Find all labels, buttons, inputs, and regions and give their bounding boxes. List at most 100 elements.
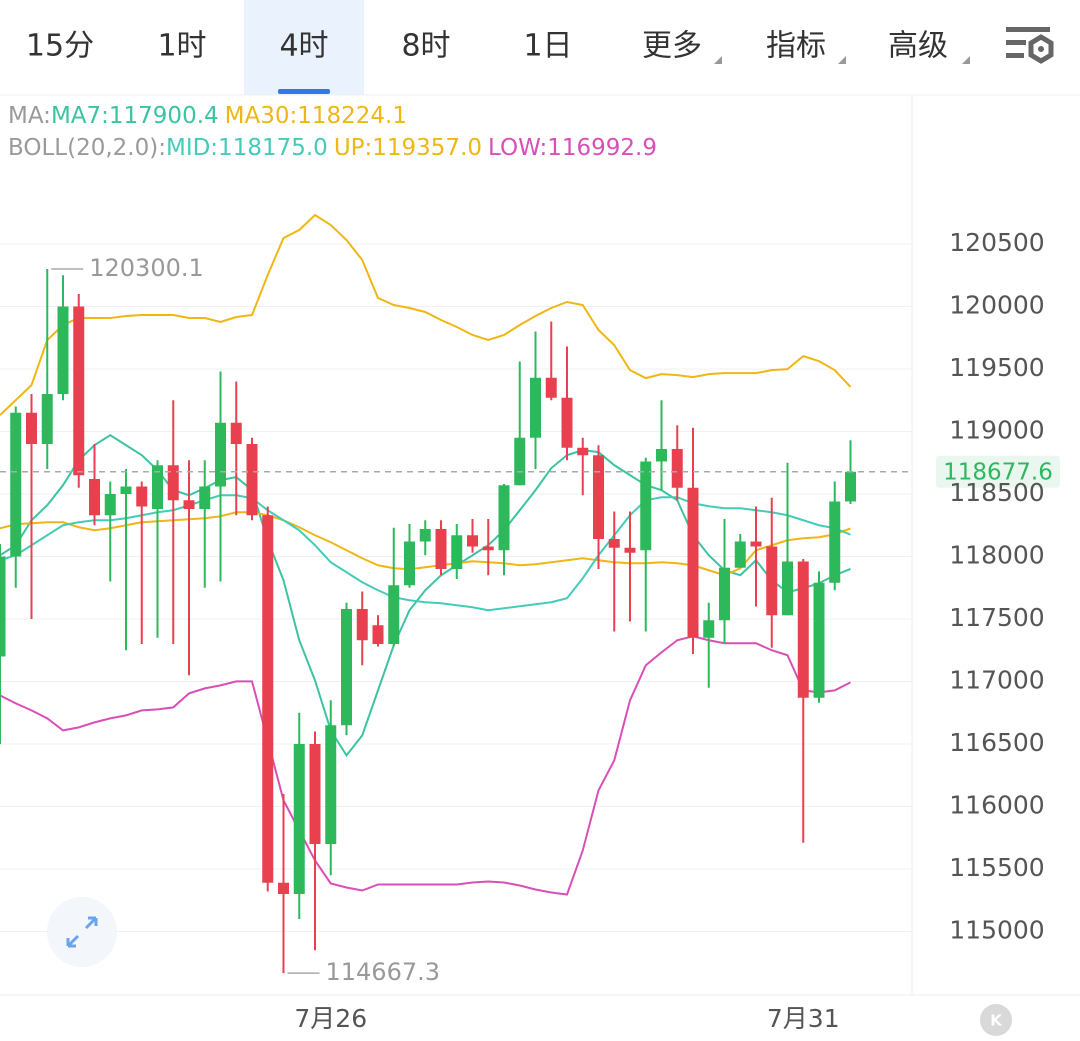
tab-label[interactable]: 高级: [888, 29, 948, 64]
extreme-label: 114667.3: [326, 958, 441, 986]
candle-body: [57, 306, 69, 394]
tab-label[interactable]: 1日: [523, 29, 572, 64]
candle-body: [608, 539, 620, 548]
candle-body: [41, 394, 53, 444]
legend-row: BOLL(20,2.0):MID:118175.0 UP:119357.0 LOW:…: [8, 135, 657, 161]
candle-body: [215, 422, 226, 487]
candle-body: [372, 625, 384, 644]
candle-body: [561, 397, 573, 448]
candle-body: [262, 515, 274, 883]
legend-item: UP:119357.0: [334, 135, 482, 161]
icon-bar: [1006, 27, 1050, 32]
grid: [0, 243, 912, 932]
candle-body: [782, 561, 793, 616]
candle-body: [687, 487, 699, 638]
candle-body: [624, 547, 636, 553]
legend-title: BOLL(20,2.0):: [8, 135, 166, 161]
candle-body: [467, 535, 478, 547]
x-tick-label: 7月26: [294, 1004, 367, 1033]
indicator-legend: MA:MA7:117900.4 MA30:118224.1 BOLL(20,2.0)…: [8, 103, 657, 161]
last-price-box: [936, 455, 1060, 488]
candle-body: [0, 556, 6, 657]
candle-body: [167, 465, 179, 501]
y-tick-label: 119500: [949, 353, 1044, 382]
candle-body: [498, 485, 510, 551]
last-price-label: 118677.6: [943, 459, 1053, 485]
candle-body: [230, 422, 242, 444]
candle-body: [404, 541, 415, 586]
axis-labels: 115000 115500 116000 116500 117000 117500 1180…: [294, 228, 1044, 1033]
candle-body: [419, 529, 431, 542]
y-tick-label: 117000: [949, 666, 1044, 695]
candle-body: [26, 412, 37, 444]
candle-body: [152, 465, 163, 509]
expand-arrows: [66, 916, 98, 948]
tab-label[interactable]: 1时: [157, 29, 206, 64]
badge-text: K: [990, 1012, 1003, 1030]
legend-item: MA30:118224.1: [225, 103, 407, 129]
settings-icon[interactable]: [1006, 27, 1054, 64]
y-tick-label: 118500: [949, 478, 1044, 507]
tab-label[interactable]: 指标: [766, 29, 826, 64]
candle-body: [514, 437, 526, 486]
candle-body: [766, 546, 778, 616]
candle-body: [829, 501, 841, 583]
expand-bg: [47, 897, 117, 967]
candle-body: [325, 725, 337, 844]
candle-body: [797, 561, 809, 698]
tab-label[interactable]: 更多: [642, 29, 702, 64]
candle-body: [73, 306, 85, 476]
candle-body: [671, 449, 683, 488]
expand-button[interactable]: [47, 897, 117, 967]
candle-body: [120, 486, 132, 494]
candle-body: [640, 461, 652, 551]
candle-body: [10, 412, 22, 557]
tab-label[interactable]: 8时: [401, 29, 450, 64]
candle-body: [278, 882, 289, 894]
plot-area: 120300.1 114667.3 118677.6: [0, 213, 1060, 986]
candle-body: [246, 444, 258, 516]
tab-bar: 15分 1时 4时 8时 1日 更多 指标 高级: [26, 29, 948, 64]
badge-bg[interactable]: [980, 1004, 1012, 1036]
candle-body: [703, 620, 715, 638]
y-tick-label: 119000: [949, 416, 1044, 445]
y-tick-label: 116000: [949, 791, 1044, 820]
candle-body: [593, 455, 604, 539]
candle-body: [813, 582, 825, 698]
candle-body: [530, 377, 541, 438]
y-tick-label: 120500: [949, 228, 1044, 257]
candle-body: [309, 744, 321, 844]
candle-body: [104, 494, 116, 516]
y-tick-label: 115000: [949, 916, 1044, 945]
candle-body: [451, 535, 463, 569]
candle-body: [341, 609, 352, 726]
active-tab-bg: [244, 0, 364, 95]
y-tick-label: 117500: [949, 603, 1044, 632]
y-tick-label: 115500: [949, 853, 1044, 882]
candle-body: [89, 479, 100, 516]
indicator-line: [0, 433, 851, 758]
x-tick-label: 7月31: [767, 1004, 840, 1033]
extreme-label: 120300.1: [89, 254, 204, 282]
active-tab-underline: [278, 89, 330, 94]
legend-title: MA:: [8, 103, 51, 129]
candle-body: [719, 567, 730, 621]
icon-hex: [1028, 34, 1054, 64]
candle-body: [199, 486, 211, 509]
y-tick-label: 116500: [949, 728, 1044, 757]
candle-body: [356, 609, 368, 641]
candle-body: [577, 447, 589, 456]
dropdown-triangles: [714, 56, 970, 64]
y-tick-label: 120000: [949, 291, 1044, 320]
candle-body: [136, 486, 148, 507]
icon-dot: [1038, 46, 1044, 52]
tab-label[interactable]: 4时: [279, 29, 328, 64]
tab-label[interactable]: 15分: [26, 29, 94, 64]
candle-body: [750, 541, 762, 547]
candle-body: [183, 500, 195, 509]
icon-bar: [1006, 40, 1026, 45]
candle-body: [435, 529, 447, 569]
icon-bar: [1006, 53, 1024, 58]
candle-body: [845, 471, 856, 502]
candle-body: [545, 377, 557, 398]
